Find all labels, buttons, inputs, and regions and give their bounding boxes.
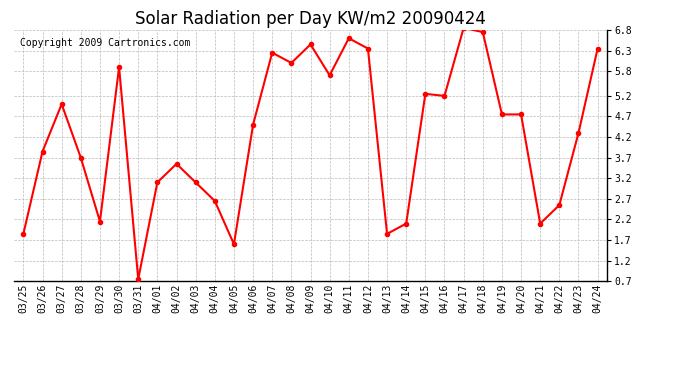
Title: Solar Radiation per Day KW/m2 20090424: Solar Radiation per Day KW/m2 20090424 bbox=[135, 10, 486, 28]
Text: Copyright 2009 Cartronics.com: Copyright 2009 Cartronics.com bbox=[20, 38, 190, 48]
